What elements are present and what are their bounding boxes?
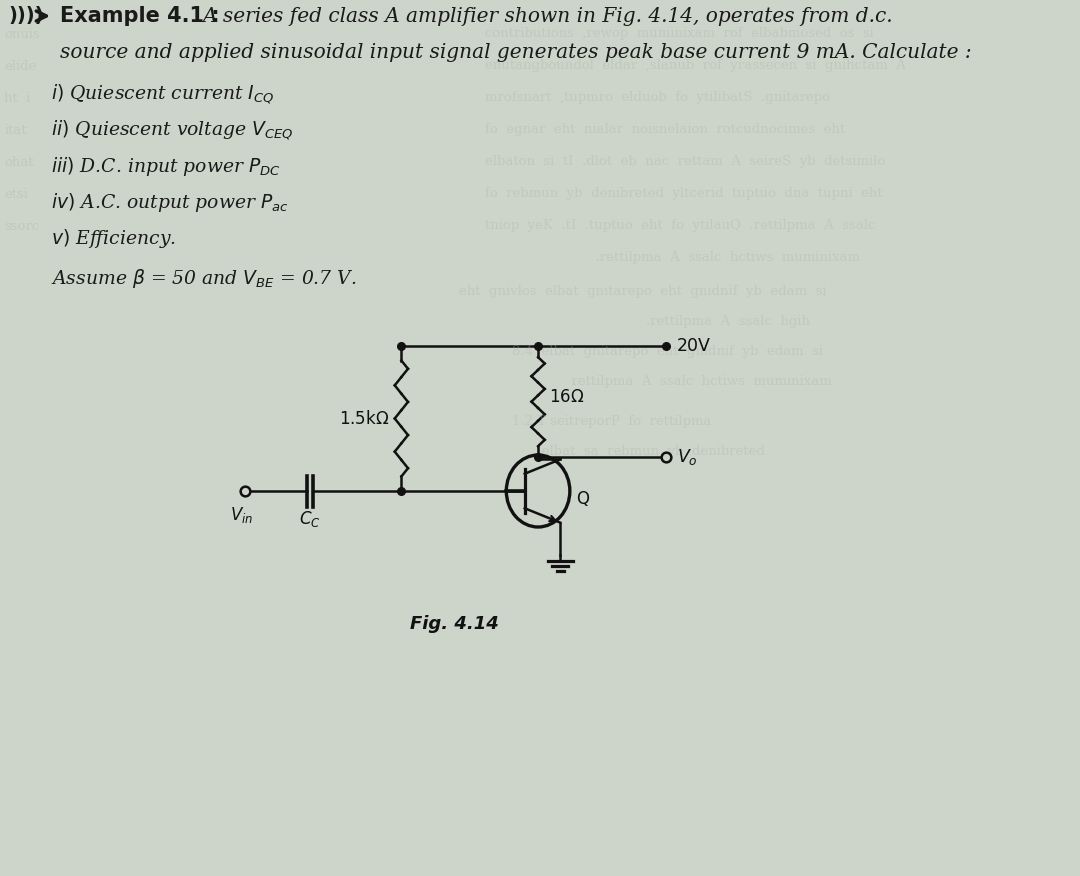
Text: A series fed class A amplifier shown in Fig. 4.14, operates from d.c.: A series fed class A amplifier shown in … [203,6,893,25]
Text: itat: itat [4,124,27,137]
Text: rettilpma  A  ssalc  hctiws  muminixam: rettilpma A ssalc hctiws muminixam [512,375,832,387]
Text: $C_C$: $C_C$ [299,509,321,529]
Text: ht  i: ht i [4,91,31,104]
Text: onuis: onuis [4,27,40,40]
Text: tniop  yeK  .tI  .tuptuo  eht  fo  ytilauQ  .rettilpma  A  ssalc: tniop yeK .tI .tuptuo eht fo ytilauQ .re… [485,220,876,232]
Text: fo  egnar  eht  nialar  noisnelaion  rotcudnocimes  eht: fo egnar eht nialar noisnelaion rotcudno… [485,124,846,137]
Text: .rettilpma  A  ssalc  hctiws  muminixam: .rettilpma A ssalc hctiws muminixam [485,251,860,265]
Text: 8.4  elbat  gnitarepo  eht  gnidnif  yb  edam  si: 8.4 elbat gnitarepo eht gnidnif yb edam … [512,344,823,357]
Text: Fig. 4.14: Fig. 4.14 [410,615,499,633]
Text: $ii)$ Quiescent voltage $V_{CEQ}$: $ii)$ Quiescent voltage $V_{CEQ}$ [51,118,294,142]
Text: fo  rebmun  yb  denibreted  yltcerid  tuptuo  dna  tupni  eht: fo rebmun yb denibreted yltcerid tuptuo … [485,187,882,201]
Text: $V_{in}$: $V_{in}$ [230,505,254,525]
Text: eht  gnivlos  elbat  gnitarepo  eht  gnidnif  yb  edam  si: eht gnivlos elbat gnitarepo eht gnidnif … [459,285,826,298]
Text: 1.5k$\Omega$: 1.5k$\Omega$ [339,409,389,427]
Text: elbat  sa  rebmun  yb  denibreted: elbat sa rebmun yb denibreted [512,444,765,457]
Text: Assume $\beta$ = 50 and $V_{BE}$ = 0.7 V.: Assume $\beta$ = 50 and $V_{BE}$ = 0.7 V… [51,266,356,289]
Text: 16$\Omega$: 16$\Omega$ [549,388,584,406]
Text: source and applied sinusoidal input signal generates peak base current 9 mA. Cal: source and applied sinusoidal input sign… [60,43,972,61]
Text: Q: Q [576,490,589,508]
Text: ohat: ohat [4,156,35,168]
Text: $i)$ Quiescent current $I_{CQ}$: $i)$ Quiescent current $I_{CQ}$ [51,82,274,106]
Text: elide: elide [4,60,37,73]
Text: enutangboundol  eldar  ,slanub  rof  yrassecen  si  gnihctam  A: enutangboundol eldar ,slanub rof yrassec… [485,60,906,73]
Text: $V_o$: $V_o$ [676,448,698,467]
Text: $iv)$ A.C. output power $P_{ac}$: $iv)$ A.C. output power $P_{ac}$ [51,190,288,214]
Text: $v)$ Efficiency.: $v)$ Efficiency. [51,227,176,250]
Text: Example 4.1 :: Example 4.1 : [60,6,219,26]
Text: .rettilpma  A  ssalc  hgih: .rettilpma A ssalc hgih [459,314,810,328]
Text: contributions  ,rewop  muminixam  rof  elbabmosed  os  si: contributions ,rewop muminixam rof elbab… [485,27,874,40]
Text: mrofsnart  ,tupmro  elduob  fo  ytilibatS  .gnitarepo: mrofsnart ,tupmro elduob fo ytilibatS .g… [485,91,831,104]
Text: $iii)$ D.C. input power $P_{DC}$: $iii)$ D.C. input power $P_{DC}$ [51,154,281,178]
Text: 20V: 20V [676,337,711,355]
Text: 1.2 T seitreporP  fo  rettilpma: 1.2 T seitreporP fo rettilpma [512,414,711,427]
Text: etsi: etsi [4,187,28,201]
Text: ssorc: ssorc [4,220,40,232]
Text: elbaton  si  tI  .dlot  eb  nac  rettam  A  seireS  yb  detsimilo: elbaton si tI .dlot eb nac rettam A seir… [485,156,886,168]
Text: )))): )))) [9,6,44,25]
